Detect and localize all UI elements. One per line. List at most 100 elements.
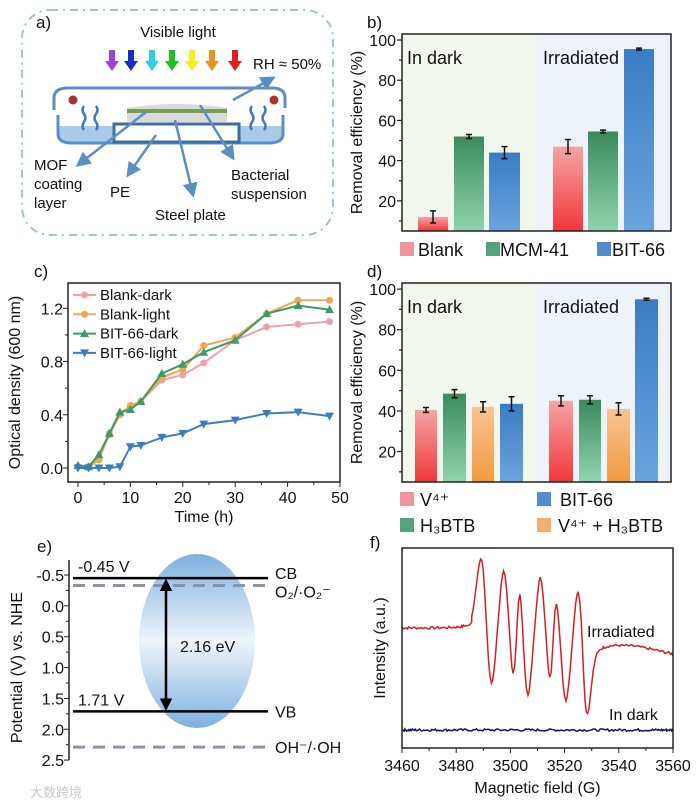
error-bar [508,395,515,412]
data-point [157,369,167,378]
bar-bit-66 [635,299,658,482]
x-tick-label: 3520 [547,758,583,775]
data-point [263,323,271,331]
y-tick-label: 80 [378,323,396,340]
error-bar [480,401,486,413]
legend-swatch [400,242,414,256]
oh-label: OH⁻/·OH [275,740,341,757]
x-tick-label: 20 [174,490,192,507]
series-line-bit-66-dark [77,304,330,468]
light-arrow [145,50,159,71]
legend-label: Blank-dark [100,287,172,304]
bar-mcm-41 [454,136,484,231]
legend-label: MCM-41 [500,240,569,260]
cb-label: CB [275,566,297,583]
bar-v-h-btb [607,408,630,482]
data-point [200,342,208,350]
data-point [95,456,103,464]
data-point [136,441,146,450]
legend-marker [81,310,88,318]
legend-label: BIT-66-dark [100,326,179,343]
y-tick-label: 1.0 [42,661,64,678]
data-point [178,359,188,368]
group-label-dark: In dark [407,297,463,317]
bar-v- [415,409,437,482]
data-point [293,301,303,310]
legend-label: Blank-light [100,306,171,323]
y-axis-label: Intensity (a.u.) [372,597,389,698]
data-point [325,412,335,421]
data-point [125,404,135,413]
y-tick-label: 0.8 [41,355,63,372]
data-point [115,407,125,416]
panel-c-line-chart: c) Blank-dark Blank-light BIT-66-dark BIT-66… [7,262,349,526]
error-bar [423,406,429,414]
error-bar [636,47,642,51]
x-tick-label: 3460 [384,758,420,775]
data-point [104,428,114,437]
y-tick-label: 40 [378,404,396,421]
y-tick-label: 100 [369,33,396,50]
error-bar [615,402,622,416]
legend-label: H₃BTB [420,516,475,536]
legend-swatch [400,492,414,506]
mof-coating [127,109,227,113]
error-bar [451,388,458,399]
bar-v- [549,400,573,482]
petri-lid [52,86,287,110]
bar-bit-66 [624,49,654,231]
y-tick-label: 20 [378,445,396,462]
bacteria-right [269,95,279,105]
spectrum-irradiated [401,557,674,716]
light-arrow [105,50,119,71]
data-point [294,320,302,328]
data-point [230,335,240,344]
data-point [83,464,93,473]
in-dark-label: In dark [609,707,659,724]
y-axis-label: Removal efficiency (%) [349,301,366,464]
data-point [230,416,240,425]
data-point [199,420,209,429]
bacterial-label-1: Bacterial [231,167,289,184]
legend-marker [80,329,89,338]
x-tick-label: 30 [226,490,244,507]
bar-h-btb [443,393,466,482]
data-point [326,296,334,304]
bacterial-label-2: suspension [231,186,307,203]
data-point [178,429,188,438]
mof-label-1: MOF [34,157,67,174]
error-bar [501,145,508,160]
light-arrow [228,50,242,71]
error-bar [430,210,436,224]
spectrum-in-dark [401,727,674,733]
x-tick-label: 3480 [438,758,474,775]
y-axis-label: Optical density (600 nm) [7,296,24,469]
legend-label: V⁴⁺ + H₃BTB [558,516,663,536]
data-point [199,347,209,356]
vapor-arrows-left [81,105,99,131]
bar-mcm-41 [588,131,618,231]
bar-v-h-btb [472,406,494,482]
mof-label-2: coating [34,176,82,193]
light-arrow [124,50,138,71]
bar-bit-66 [500,403,523,482]
y-axis-label: Potential (V) vs. NHE [9,592,26,743]
panel-label-a: a) [36,13,51,32]
y-tick-label: 0.0 [41,461,63,478]
data-point [326,318,334,326]
bar-blank [553,146,583,231]
visible-light-arrows [105,50,242,71]
y-tick-label: -0.5 [36,568,64,585]
band-gap-label: 2.16 eV [180,639,235,656]
panel-e-band-diagram: e) -0.5 0.0 0.5 1.0 1.5 2.0 2.5 Potential (V) vs… [9,537,341,770]
legend-label: BIT-66 [612,240,665,260]
error-bar [600,129,606,134]
x-tick-label: 40 [279,490,297,507]
y-tick-label: 60 [378,113,396,130]
rh-arrow [232,76,276,102]
y-tick-label: 20 [378,194,396,211]
mof-arrow [75,111,147,167]
vb-value-label: 1.71 V [78,692,125,709]
irradiated-label: Irradiated [587,624,655,641]
